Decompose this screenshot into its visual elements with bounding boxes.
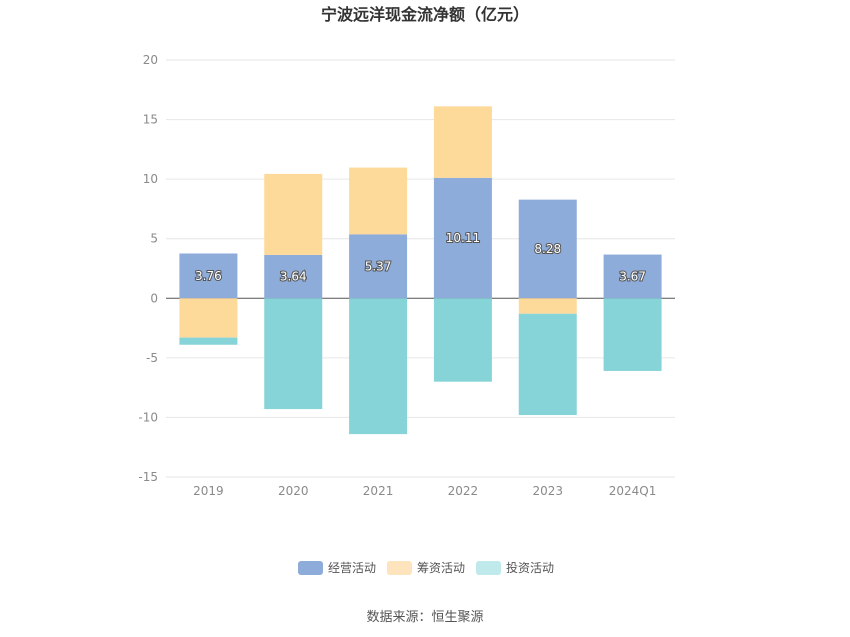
bar-筹资活动-2019[interactable] (179, 298, 238, 338)
bar-经营活动-2019[interactable] (179, 253, 238, 299)
x-tick-label: 2022 (448, 484, 479, 498)
bar-投资活动-2021[interactable] (349, 298, 408, 435)
legend-item-筹资活动[interactable]: 筹资活动 (387, 561, 465, 575)
bar-投资活动-2022[interactable] (433, 298, 492, 382)
x-tick-label: 2020 (278, 484, 309, 498)
y-tick-label: -10 (138, 410, 158, 424)
legend-swatch (476, 561, 501, 575)
grid-layer (166, 59, 675, 478)
bar-经营活动-2021[interactable] (349, 234, 408, 299)
data-label: 5.37 (365, 259, 392, 273)
bar-经营活动-2024Q1[interactable] (603, 254, 662, 299)
x-tick-label: 2019 (193, 484, 224, 498)
y-tick-label: 15 (143, 113, 158, 127)
axis-layer: 20 15 10 5 0 -5 -10 -15 2019 2020 2021 2022 2023 2024… (138, 53, 656, 498)
data-label: 3.76 (195, 269, 222, 283)
legend-item-投资活动[interactable]: 投资活动 (476, 560, 554, 575)
y-tick-label: 20 (143, 53, 158, 67)
x-tick-label: 2021 (363, 484, 394, 498)
x-tick-label: 2024Q1 (609, 484, 657, 498)
legend-label: 筹资活动 (417, 561, 465, 575)
bar-筹资活动-2021[interactable] (349, 167, 408, 235)
y-tick-label: -5 (146, 351, 158, 365)
legend-swatch (387, 561, 412, 575)
bar-筹资活动-2022[interactable] (433, 106, 492, 178)
chart-title: 宁波远洋现金流净额（亿元） (321, 5, 529, 24)
data-label: 8.28 (534, 242, 561, 256)
labels-layer: 3.76 3.64 5.37 10.11 8.28 3.67 (194, 230, 647, 285)
bars-layer (179, 106, 662, 435)
legend-swatch (298, 561, 323, 575)
bar-投资活动-2019[interactable] (179, 337, 238, 345)
data-label: 3.67 (619, 269, 646, 283)
legend-label: 投资活动 (506, 560, 554, 575)
y-tick-label: 5 (150, 232, 158, 246)
bar-经营活动-2022[interactable] (433, 177, 492, 299)
bar-经营活动-2020[interactable] (264, 254, 323, 299)
x-tick-label: 2023 (532, 484, 563, 498)
bar-投资活动-2024Q1[interactable] (603, 298, 662, 371)
legend-item-经营活动[interactable]: 经营活动 (298, 561, 376, 575)
bar-投资活动-2023[interactable] (518, 313, 577, 416)
y-tick-label: 0 (150, 291, 158, 305)
bar-筹资活动-2023[interactable] (518, 298, 577, 314)
y-tick-label: 10 (143, 172, 158, 186)
bar-投资活动-2020[interactable] (264, 298, 323, 410)
legend[interactable]: 经营活动 筹资活动 投资活动 (298, 560, 554, 575)
data-label: 10.11 (446, 231, 480, 245)
legend-label: 经营活动 (328, 561, 376, 575)
data-label: 3.64 (280, 270, 307, 284)
y-tick-label: -15 (138, 470, 158, 484)
bar-筹资活动-2020[interactable] (264, 173, 323, 255)
source-text: 数据来源：恒生聚源 (366, 610, 483, 625)
bar-经营活动-2023[interactable] (518, 199, 577, 299)
